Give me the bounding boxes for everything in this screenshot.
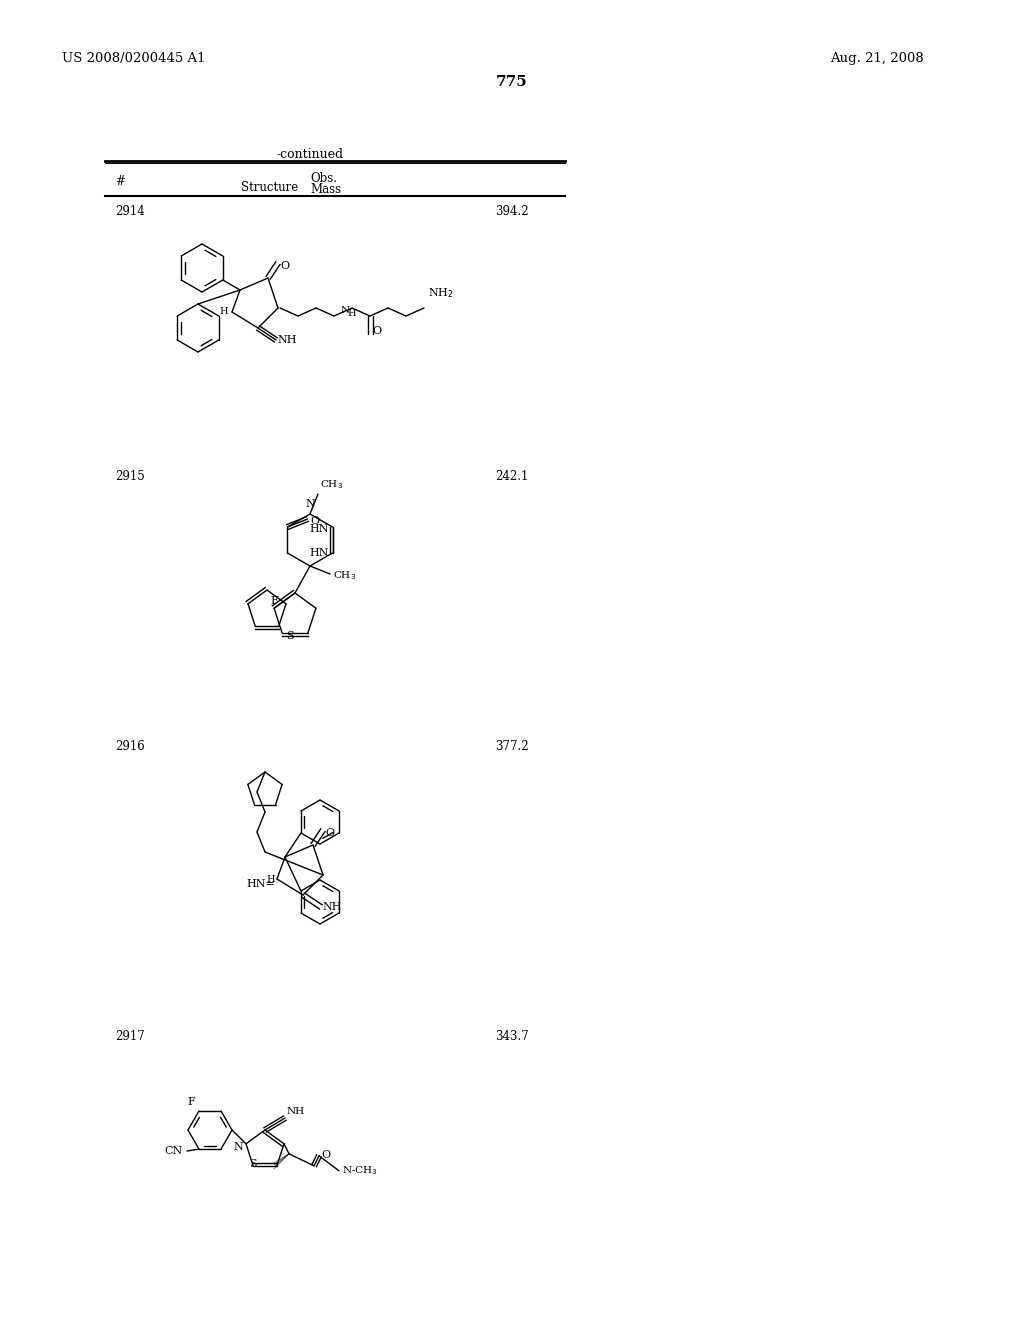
Text: Aug. 21, 2008: Aug. 21, 2008 — [830, 51, 924, 65]
Text: 343.7: 343.7 — [495, 1030, 528, 1043]
Text: HN: HN — [309, 524, 329, 535]
Text: #: # — [115, 176, 125, 187]
Text: Mass: Mass — [310, 183, 341, 195]
Text: Structure: Structure — [242, 181, 299, 194]
Text: 394.2: 394.2 — [495, 205, 528, 218]
Text: US 2008/0200445 A1: US 2008/0200445 A1 — [62, 51, 206, 65]
Text: O: O — [321, 1150, 330, 1160]
Text: NH: NH — [287, 1107, 305, 1115]
Text: NH$_2$: NH$_2$ — [428, 286, 454, 300]
Text: 242.1: 242.1 — [495, 470, 528, 483]
Text: 775: 775 — [496, 75, 528, 88]
Text: O: O — [372, 326, 381, 337]
Text: O: O — [280, 261, 289, 271]
Text: HN: HN — [309, 548, 329, 558]
Text: N: N — [233, 1142, 243, 1152]
Text: F: F — [270, 595, 279, 606]
Text: 2917: 2917 — [115, 1030, 144, 1043]
Text: 377.2: 377.2 — [495, 741, 528, 752]
Text: H: H — [219, 308, 228, 317]
Text: H: H — [348, 309, 356, 318]
Text: N: N — [305, 499, 314, 510]
Text: N-CH$_3$: N-CH$_3$ — [342, 1164, 378, 1177]
Text: O: O — [325, 828, 334, 838]
Text: CH$_3$: CH$_3$ — [319, 478, 343, 491]
Text: Obs.: Obs. — [310, 172, 337, 185]
Text: H: H — [266, 874, 275, 883]
Text: 2916: 2916 — [115, 741, 144, 752]
Text: NH: NH — [322, 902, 341, 912]
Text: O: O — [310, 516, 319, 525]
Text: CN: CN — [165, 1146, 183, 1156]
Text: N: N — [341, 306, 350, 315]
Text: 2915: 2915 — [115, 470, 144, 483]
Text: F: F — [187, 1097, 195, 1107]
Text: HN=: HN= — [246, 879, 275, 888]
Text: S: S — [286, 631, 294, 640]
Text: NH: NH — [278, 335, 297, 345]
Text: 2914: 2914 — [115, 205, 144, 218]
Text: CH$_3$: CH$_3$ — [333, 570, 356, 582]
Text: S: S — [250, 1159, 257, 1170]
Text: -continued: -continued — [276, 148, 344, 161]
